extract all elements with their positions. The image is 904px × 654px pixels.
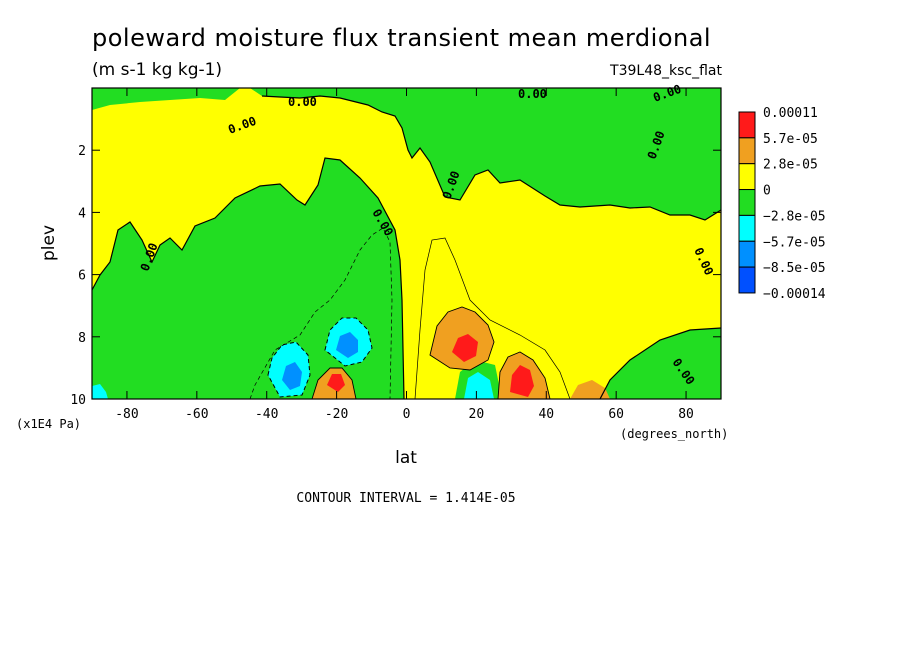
contour-negative-dashed xyxy=(249,227,393,399)
y-tick-label: 2 xyxy=(78,144,86,159)
contour-positive-thin xyxy=(414,237,571,399)
colorbar-label: 5.7e-05 xyxy=(763,132,818,147)
y-tick-label: 6 xyxy=(78,269,86,284)
y-tick-label: 8 xyxy=(78,331,86,346)
x-units-label: (degrees_north) xyxy=(620,427,728,441)
zero-contour-north xyxy=(261,95,721,221)
field-core-20S xyxy=(336,332,358,358)
field-negative-north xyxy=(250,88,721,220)
field-max-33N xyxy=(510,365,534,397)
contour-outline-min-20S xyxy=(324,317,373,367)
field-max-20S xyxy=(327,374,345,392)
plot-area xyxy=(92,88,721,399)
colorbar-swatch xyxy=(738,137,756,165)
field-min-20N xyxy=(464,372,494,399)
zero-contour-east-low xyxy=(599,327,721,399)
field-max-17N xyxy=(452,334,478,362)
contour-interval-note: CONTOUR INTERVAL = 1.414E-05 xyxy=(296,491,515,506)
colorbar-swatch xyxy=(738,111,756,139)
y-tick-label: 10 xyxy=(70,393,86,408)
colorbar-swatch xyxy=(738,214,756,242)
contour-outline-min-32S xyxy=(267,341,311,398)
colorbar-swatch xyxy=(738,189,756,216)
contour-label: 0.00 xyxy=(518,87,547,101)
y-axis-title: plev xyxy=(39,225,59,261)
colorbar-label: 0.00011 xyxy=(763,106,818,121)
colorbar: 0.00011 5.7e-05 2.8e-05 0 −2.8e-05 −5.7e-05 −8… xyxy=(738,106,826,302)
colorbar-swatch xyxy=(738,163,756,191)
colorbar-label: −5.7e-05 xyxy=(763,235,826,250)
x-axis-title: lat xyxy=(395,448,417,468)
run-label: T39L48_ksc_flat xyxy=(609,63,722,79)
x-tick-label: -40 xyxy=(255,407,278,422)
x-tick-label: 20 xyxy=(469,407,485,422)
colorbar-label: −2.8e-05 xyxy=(763,209,826,224)
colorbar-label: 2.8e-05 xyxy=(763,158,818,173)
colorbar-label: 0 xyxy=(763,184,771,199)
x-tick-label: -60 xyxy=(185,407,208,422)
y-tick-label: 4 xyxy=(78,206,86,221)
field-core-32S xyxy=(282,362,302,390)
x-axis-ticks: -80 -60 -40 -20 0 20 40 60 80 xyxy=(115,88,694,422)
field-negative-south xyxy=(92,158,404,399)
x-tick-label: -20 xyxy=(325,407,348,422)
chart-title: poleward moisture flux transient mean me… xyxy=(92,24,711,52)
colorbar-swatch xyxy=(738,266,756,294)
colorbar-label: −8.5e-05 xyxy=(763,261,826,276)
zero-contour-south xyxy=(92,157,405,399)
field-min-west xyxy=(92,384,108,399)
contour-label: 0.00 xyxy=(288,95,317,109)
field-negative-east-low xyxy=(600,328,721,399)
contour-outline-south-max xyxy=(311,367,357,399)
y-units-label: (x1E4 Pa) xyxy=(16,417,81,431)
x-tick-label: 60 xyxy=(608,407,624,422)
field-positive-north-edge xyxy=(570,380,610,399)
contour-outline-east xyxy=(497,351,551,399)
x-tick-label: 0 xyxy=(403,407,411,422)
units-label: (m s-1 kg kg-1) xyxy=(92,60,222,80)
colorbar-label: −0.00014 xyxy=(763,287,826,302)
contour-outline-mid xyxy=(429,306,495,371)
x-tick-label: -80 xyxy=(115,407,138,422)
field-negative-west-top xyxy=(92,88,240,110)
colorbar-swatch xyxy=(738,240,756,268)
x-tick-label: 80 xyxy=(678,407,694,422)
x-tick-label: 40 xyxy=(538,407,554,422)
y-axis-ticks: 2 4 6 8 10 xyxy=(70,144,721,408)
